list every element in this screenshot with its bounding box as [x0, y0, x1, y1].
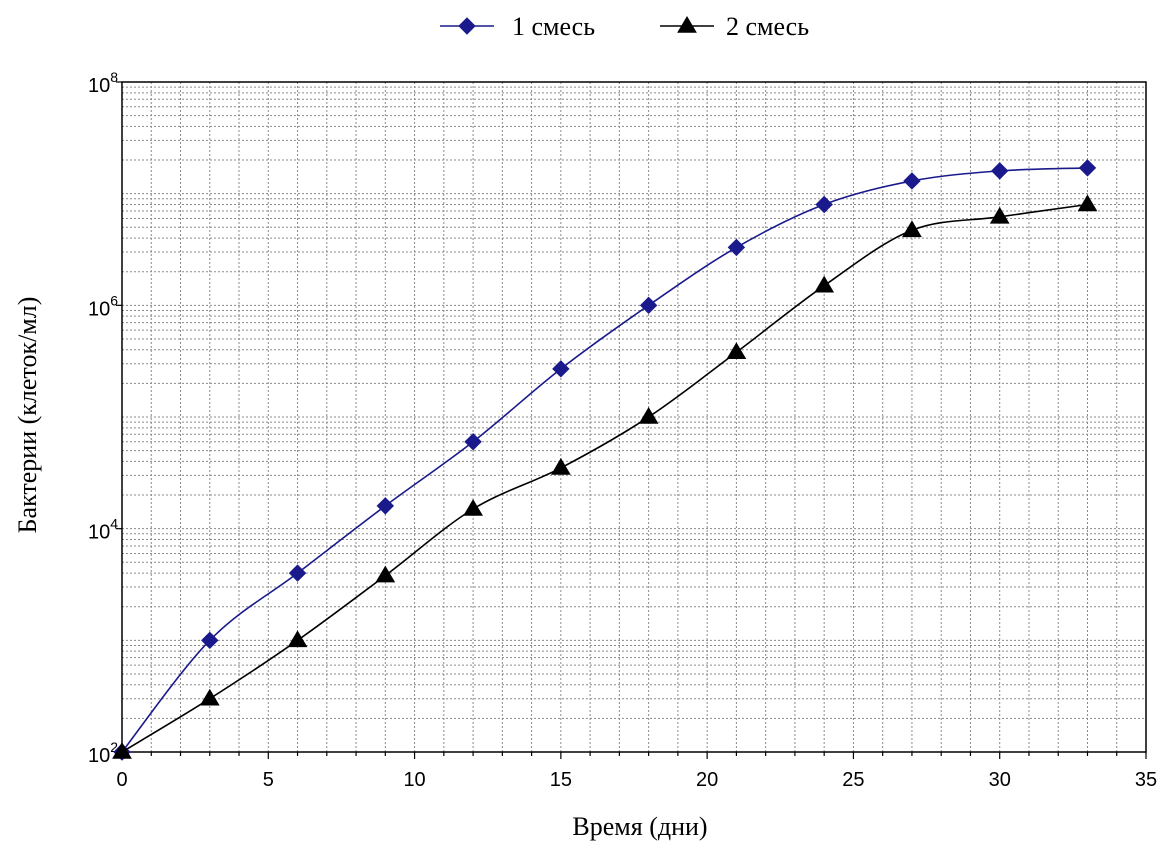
data-point: [991, 162, 1009, 180]
data-point: [464, 433, 482, 451]
x-tick-label: 20: [696, 769, 718, 791]
x-tick-label: 25: [842, 769, 864, 791]
grid: [122, 82, 1146, 752]
data-point: [638, 407, 659, 424]
data-point: [902, 220, 922, 238]
legend-item: 1 смесь: [440, 12, 595, 41]
plot-border: [121, 81, 1147, 753]
x-tick-label: 0: [116, 769, 127, 791]
x-tick-label: 15: [550, 769, 572, 791]
data-point: [989, 206, 1010, 224]
legend-marker: [677, 16, 697, 33]
series-layer: [112, 159, 1098, 761]
data-point: [288, 564, 307, 582]
legend-marker: [458, 17, 476, 35]
data-point: [552, 360, 570, 378]
data-point: [375, 565, 396, 583]
legend-label: 2 смесь: [726, 12, 809, 41]
data-point: [550, 457, 571, 475]
data-point: [903, 172, 921, 190]
x-tick-label: 5: [263, 769, 274, 791]
y-tick-label: 104: [88, 516, 118, 544]
data-point: [1077, 194, 1098, 212]
y-tick-label: 102: [88, 739, 118, 767]
data-point: [726, 342, 747, 360]
plot-frame: [121, 81, 1147, 753]
legend: 1 смесь 2 смесь: [440, 12, 809, 41]
y-tick-label: 108: [88, 69, 118, 97]
axis-ticks: 0 5 10 15 20 25 30 35 102 104 106 108: [88, 69, 1157, 791]
x-axis-label: Время (дни): [572, 812, 707, 841]
y-axis-label: Бактерии (клеток/мл): [13, 297, 42, 534]
data-point: [815, 195, 833, 214]
x-tick-label: 10: [403, 769, 425, 791]
legend-item: 2 смесь: [660, 12, 809, 41]
y-tick-label: 106: [88, 292, 118, 320]
series-1: [113, 159, 1097, 761]
series-2: [112, 194, 1098, 759]
x-tick-label: 35: [1135, 769, 1157, 791]
data-point: [463, 499, 483, 516]
legend-label: 1 смесь: [512, 12, 595, 41]
data-point: [199, 688, 220, 706]
data-point: [639, 296, 658, 315]
x-tick-label: 30: [989, 769, 1011, 791]
data-point: [1078, 159, 1097, 177]
data-point: [112, 742, 132, 759]
data-point: [376, 497, 395, 515]
data-point: [727, 238, 746, 257]
data-point: [201, 631, 219, 650]
data-point: [814, 275, 835, 293]
data-point: [287, 630, 308, 648]
